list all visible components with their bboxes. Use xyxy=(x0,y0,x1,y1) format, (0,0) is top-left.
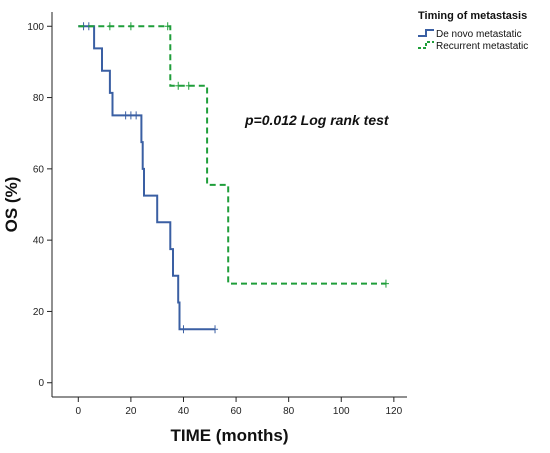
y-tick-label: 80 xyxy=(33,93,45,104)
x-tick-label: 20 xyxy=(125,406,137,417)
series-line-recurrent xyxy=(78,25,386,285)
legend-label: Recurrent metastatic xyxy=(436,41,528,52)
x-tick-label: 60 xyxy=(231,406,243,417)
x-tick-label: 0 xyxy=(76,406,82,417)
y-tick-label: 40 xyxy=(33,236,45,247)
y-tick-label: 20 xyxy=(33,307,45,318)
x-tick-label: 120 xyxy=(386,406,403,417)
y-tick-label: 100 xyxy=(27,22,44,33)
legend-label: De novo metastatic xyxy=(436,29,522,40)
legend-title: Timing of metastasis xyxy=(418,10,527,22)
legend-swatch xyxy=(418,41,434,49)
y-axis-title: OS (%) xyxy=(2,177,21,233)
x-tick-label: 100 xyxy=(333,406,350,417)
y-tick-label: 60 xyxy=(33,164,45,175)
x-tick-label: 40 xyxy=(178,406,190,417)
y-tick-label: 0 xyxy=(38,378,44,389)
legend-swatch xyxy=(418,29,434,37)
x-axis-title: TIME (months) xyxy=(170,426,288,445)
p-value-annotation: p=0.012 Log rank test xyxy=(244,112,390,128)
x-tick-label: 80 xyxy=(283,406,295,417)
series-line-de-novo xyxy=(78,25,215,331)
